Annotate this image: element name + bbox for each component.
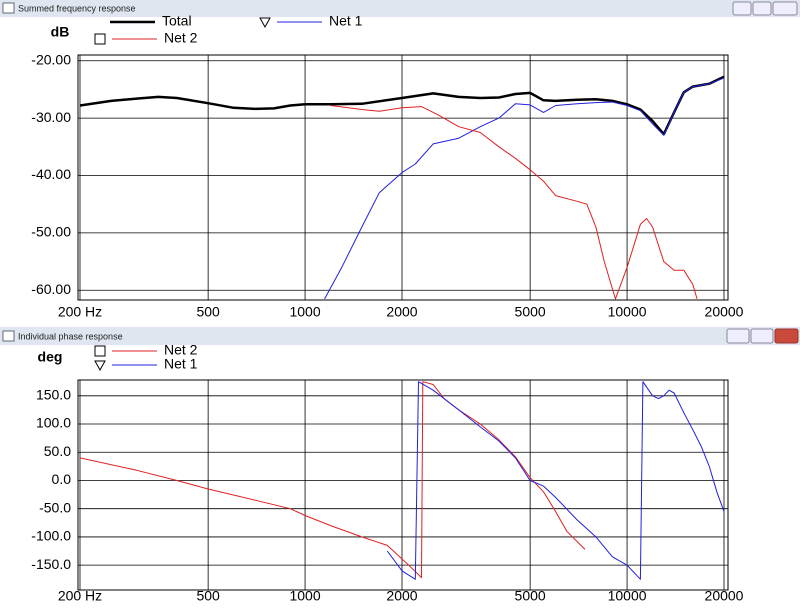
legend-label: Net 2	[164, 30, 198, 46]
x-tick-label: 20000	[705, 588, 744, 604]
y-tick-label: -100.0	[31, 528, 71, 544]
x-tick-label: 5000	[515, 304, 546, 320]
y-axis-label: deg	[38, 349, 63, 365]
plot-lines	[79, 75, 725, 300]
plot-lines	[79, 381, 725, 580]
legend-marker	[259, 17, 271, 29]
x-tick-label: 5000	[515, 588, 546, 604]
x-tick-label: 500	[196, 304, 220, 320]
x-tick-label: 1000	[289, 304, 320, 320]
series-line	[324, 77, 725, 300]
maximize-button[interactable]	[750, 328, 774, 344]
window: Individual phase response	[0, 327, 800, 345]
legend-label: Net 2	[164, 342, 198, 358]
title-bar	[0, 327, 800, 345]
legend-label: Net 1	[329, 13, 363, 29]
x-tick-label: 2000	[386, 588, 417, 604]
x-tick-label: 10000	[608, 588, 647, 604]
legend-marker	[94, 360, 106, 372]
y-tick-label: -150.0	[31, 556, 71, 572]
x-tick-label: 200 Hz	[58, 304, 102, 320]
y-tick-label: -20.00	[31, 51, 71, 67]
window-icon	[2, 330, 15, 342]
title-bar	[0, 0, 800, 17]
series-line	[330, 105, 698, 300]
y-tick-label: -40.00	[31, 166, 71, 182]
minimize-button[interactable]	[732, 1, 752, 16]
close-button[interactable]	[774, 328, 799, 344]
window-title: Individual phase response	[18, 331, 123, 341]
y-tick-label: -50.0	[39, 499, 71, 515]
y-tick-label: 100.0	[36, 415, 71, 431]
y-tick-label: -60.00	[31, 281, 71, 297]
x-tick-label: 2000	[386, 304, 417, 320]
maximize-button[interactable]	[752, 1, 772, 16]
legend-marker	[94, 345, 106, 357]
y-tick-label: 0.0	[52, 471, 72, 487]
legend-label: Total	[162, 13, 192, 29]
x-tick-label: 20000	[705, 304, 744, 320]
close-button[interactable]	[772, 1, 798, 16]
y-axis-label: dB	[51, 24, 70, 40]
plot-area	[77, 54, 729, 301]
x-tick-label: 200 Hz	[58, 588, 102, 604]
window-title: Summed frequency response	[18, 3, 136, 13]
series-line	[79, 75, 725, 136]
minimize-button[interactable]	[726, 328, 750, 344]
y-tick-label: -50.00	[31, 224, 71, 240]
series-line	[79, 381, 586, 579]
window: Summed frequency response	[0, 0, 800, 17]
x-tick-label: 10000	[608, 304, 647, 320]
series-line	[386, 381, 725, 580]
legend-label: Net 1	[164, 356, 198, 372]
window-icon	[2, 2, 15, 14]
legend-marker	[94, 33, 106, 45]
x-tick-label: 500	[196, 588, 220, 604]
y-tick-label: 150.0	[36, 387, 71, 403]
x-tick-label: 1000	[289, 588, 320, 604]
y-tick-label: -30.00	[31, 109, 71, 125]
plot-area	[77, 379, 729, 591]
y-tick-label: 50.0	[44, 443, 71, 459]
